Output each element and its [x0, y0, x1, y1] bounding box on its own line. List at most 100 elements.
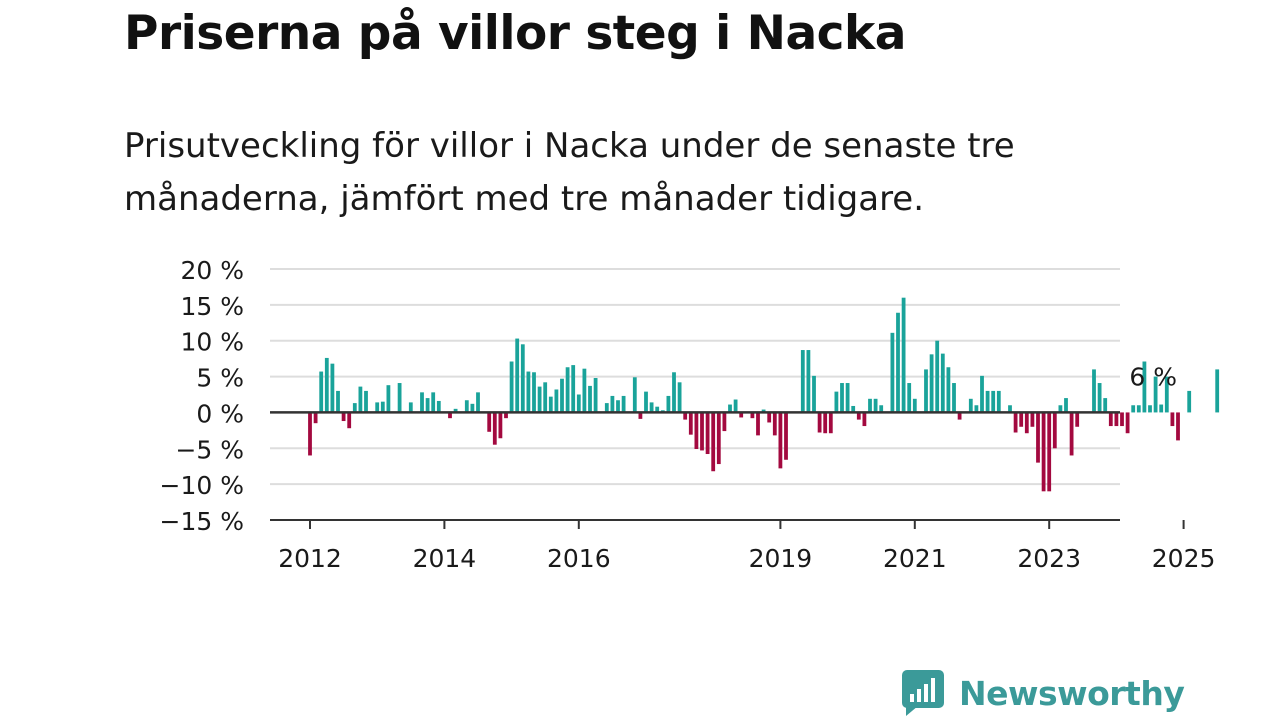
bar	[1069, 412, 1074, 456]
bar	[554, 389, 559, 413]
bar	[974, 405, 979, 413]
x-tick-label: 2021	[883, 544, 947, 573]
x-tick-label: 2019	[749, 544, 813, 573]
bar	[504, 412, 508, 419]
bar	[464, 400, 469, 413]
bars	[308, 297, 1220, 492]
bar	[1036, 412, 1040, 463]
y-tick-label: −10 %	[160, 471, 244, 500]
bar	[1075, 412, 1080, 427]
bar	[1153, 376, 1158, 413]
bar	[330, 363, 335, 413]
bar	[879, 405, 884, 413]
bar	[543, 382, 548, 413]
bar	[526, 371, 531, 413]
bar	[946, 367, 951, 413]
bar	[565, 367, 570, 413]
bar	[991, 390, 996, 413]
bar	[341, 412, 346, 422]
bar	[873, 398, 878, 413]
bar	[666, 395, 671, 413]
bar	[823, 412, 828, 434]
bar	[935, 340, 940, 413]
bar	[851, 405, 856, 413]
x-tick-label: 2014	[413, 544, 477, 573]
bar	[778, 412, 783, 469]
bar	[1008, 405, 1012, 413]
bar	[1187, 390, 1192, 413]
bar	[375, 402, 380, 413]
y-axis-tick-labels: 20 % 15 % 10 % 5 % 0 % −5 % −10 % −15 %	[160, 256, 244, 536]
bar	[985, 390, 990, 413]
chart-title: Priserna på villor steg i Nacka	[124, 6, 907, 61]
bar	[700, 412, 704, 451]
bar	[940, 353, 945, 413]
y-tick-label: −5 %	[175, 435, 244, 464]
bar	[672, 372, 676, 413]
bar	[828, 412, 833, 434]
bar	[907, 383, 912, 413]
bar	[957, 412, 962, 420]
x-tick-label: 2025	[1152, 544, 1216, 573]
bar	[632, 377, 637, 413]
bar	[380, 401, 385, 413]
y-tick-label: 20 %	[180, 256, 244, 285]
bar	[1148, 405, 1152, 413]
bar	[487, 412, 492, 432]
bar	[319, 371, 324, 413]
bar	[420, 392, 424, 413]
bar	[1159, 404, 1164, 413]
bar	[845, 383, 850, 413]
bar	[856, 412, 861, 420]
bar	[1170, 412, 1175, 427]
bar	[1125, 412, 1130, 434]
last-value-label: 6 %	[1129, 362, 1177, 391]
bar	[761, 409, 766, 413]
bar	[313, 412, 318, 424]
bar	[716, 412, 721, 465]
bar	[308, 412, 312, 456]
bar	[604, 403, 609, 413]
bar	[358, 386, 363, 413]
bar	[733, 399, 738, 413]
newsworthy-logo: Newsworthy	[902, 670, 1185, 716]
bar	[694, 412, 699, 449]
bar	[840, 383, 844, 413]
bar	[1052, 412, 1057, 449]
bar	[1114, 412, 1119, 427]
bar	[817, 412, 822, 433]
bar	[1142, 361, 1147, 413]
bar	[683, 412, 688, 420]
bar	[1131, 405, 1136, 413]
bar	[324, 357, 329, 413]
bar	[649, 402, 654, 413]
y-tick-label: −15 %	[160, 507, 244, 536]
bar	[929, 354, 934, 413]
bar	[1058, 405, 1063, 413]
bar	[800, 350, 805, 413]
bar	[1215, 369, 1220, 413]
bar	[868, 398, 872, 413]
bar	[560, 378, 564, 413]
bar	[896, 312, 900, 413]
bar	[448, 412, 452, 419]
bar	[784, 412, 788, 460]
bar	[408, 402, 413, 413]
bar	[352, 403, 357, 413]
bar	[476, 392, 480, 413]
bar	[571, 365, 576, 413]
bar	[968, 398, 973, 413]
bar	[498, 412, 503, 439]
bar	[952, 383, 956, 413]
bar	[655, 406, 660, 413]
bar	[1136, 405, 1141, 413]
bar	[386, 385, 391, 413]
x-tick-label: 2016	[547, 544, 611, 573]
bar	[1030, 412, 1035, 427]
bar	[1103, 398, 1108, 413]
bar	[1164, 376, 1169, 413]
bar	[576, 394, 581, 413]
x-tick-label: 2012	[278, 544, 342, 573]
bar	[431, 392, 436, 413]
